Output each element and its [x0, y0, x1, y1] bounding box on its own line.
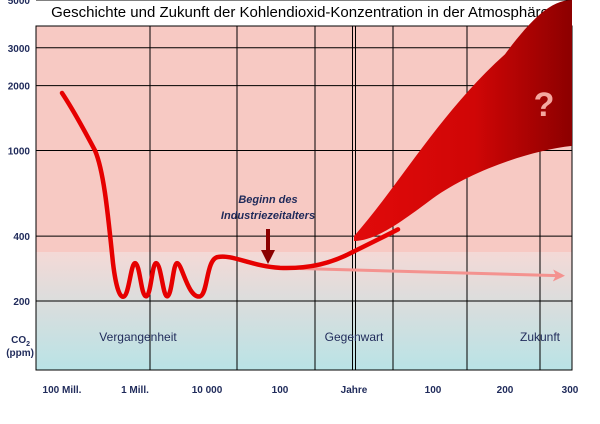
y-tick-labels: 5000 3000 2000 1000 400 200 — [8, 0, 31, 308]
y-tick-label: 200 — [13, 297, 30, 308]
x-tick-labels: 100 Mill. 1 Mill. 10 000 100 Jahre 100 200 300 — [43, 385, 579, 396]
era-label-present: Gegenwart — [325, 330, 384, 344]
y-tick-label: 2000 — [8, 82, 31, 93]
stabilization-line — [299, 267, 565, 282]
x-tick-label: 100 Mill. — [43, 385, 82, 396]
y-axis-label-unit: CO2 — [11, 335, 30, 348]
plot-frame — [35, 25, 573, 371]
era-label-past: Vergangenheit — [99, 330, 177, 344]
x-tick-label: 300 — [562, 385, 579, 396]
era-label-future: Zukunft — [520, 330, 561, 344]
y-axis-label-ppm: (ppm) — [6, 348, 34, 359]
projection-fan — [354, 0, 572, 241]
y-tick-label: 3000 — [8, 44, 31, 55]
annotation-arrow — [261, 229, 275, 264]
x-tick-label: Jahre — [341, 385, 368, 396]
x-tick-label: 1 Mill. — [121, 385, 149, 396]
y-tick-label: 5000 — [8, 0, 31, 7]
y-axis-label-sub: 2 — [26, 341, 30, 348]
annotation-arrow-head — [261, 250, 275, 264]
chart-title: Geschichte und Zukunft der Kohlendioxid-… — [51, 4, 549, 21]
x-tick-label: 200 — [497, 385, 514, 396]
y-axis-label: CO2 (ppm) — [6, 335, 34, 359]
x-tick-label: 10 000 — [192, 385, 223, 396]
y-tick-label: 1000 — [8, 147, 31, 158]
x-tick-label: 100 — [272, 385, 289, 396]
grid — [35, 0, 573, 371]
history-curve — [59, 90, 401, 299]
x-tick-label: 100 — [425, 385, 442, 396]
y-tick-label: 400 — [13, 232, 30, 243]
unknown-future-marker: ? — [534, 86, 555, 124]
annotation-line-2: Industriezeitalters — [221, 210, 315, 222]
lower-band — [36, 252, 572, 370]
y-axis-label-co: CO — [11, 335, 26, 346]
annotation-line-1: Beginn des — [238, 194, 297, 206]
